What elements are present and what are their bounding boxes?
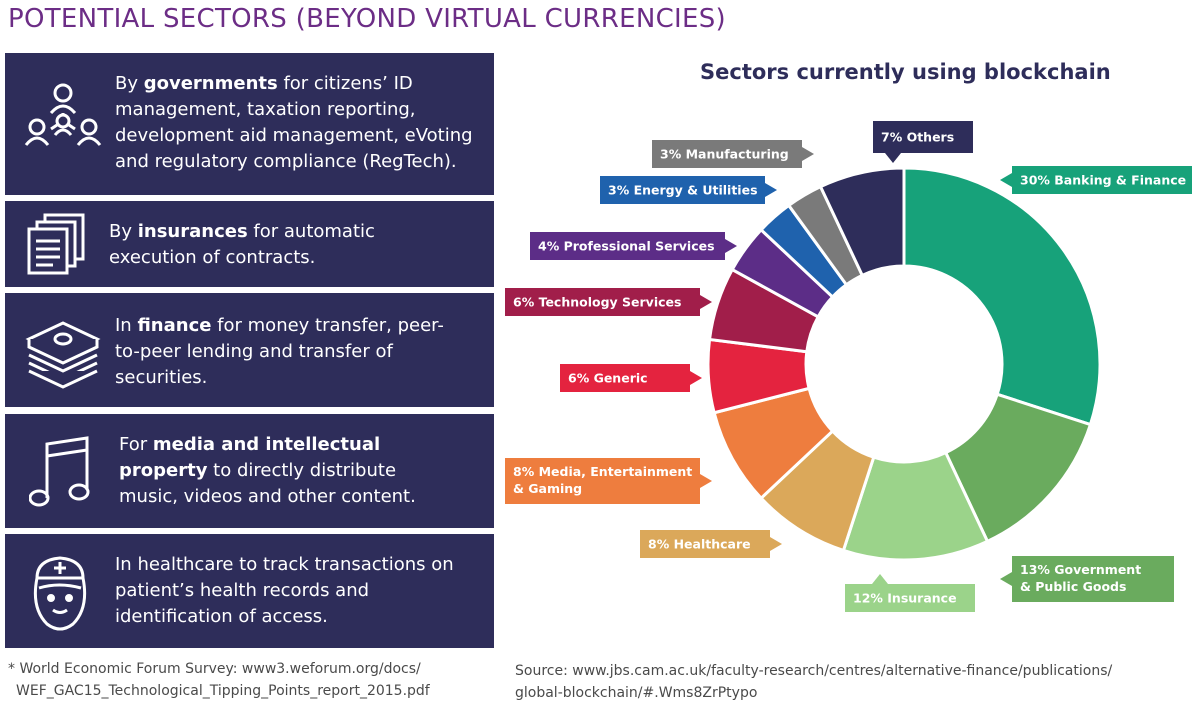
slice-label: 6% Technology Services: [505, 288, 712, 316]
chart-title: Sectors currently using blockchain: [700, 60, 1111, 84]
slice-label: 13% Government & Public Goods: [1000, 556, 1174, 602]
music-note-icon: [29, 436, 90, 507]
slice-label: 12% Insurance: [845, 574, 975, 612]
label-box: [873, 121, 973, 153]
slice-label: 3% Energy & Utilities: [600, 176, 777, 204]
page-title: POTENTIAL SECTORS (BEYOND VIRTUAL CURREN…: [8, 4, 726, 34]
panel-text: By insurances for automatic execution of…: [109, 221, 375, 268]
slice-label: 30% Banking & Finance: [1000, 166, 1192, 194]
panel-text: For media and intellectual property to d…: [119, 434, 416, 507]
panel-text: By governments for citizens’ ID manageme…: [115, 73, 473, 172]
source-line-2: global-blockchain/#.Wms8ZrPtypo: [515, 685, 758, 701]
label-box: [560, 364, 690, 392]
footnote-line-2: WEF_GAC15_Technological_Tipping_Points_r…: [16, 683, 430, 699]
label-box: [600, 176, 765, 204]
panel-finance: In finance for money transfer, peer-to-p…: [5, 293, 494, 407]
panel-insurances: By insurances for automatic execution of…: [5, 201, 494, 287]
slice-label-text: 13% Government & Public Goods: [1020, 562, 1141, 594]
label-box: [652, 140, 802, 168]
source-note: Source: www.jbs.cam.ac.uk/faculty-resear…: [515, 660, 1195, 704]
panel-governments: By governments for citizens’ ID manageme…: [5, 53, 494, 195]
panel-media: For media and intellectual property to d…: [5, 414, 494, 528]
money-stack-icon: [25, 321, 101, 389]
slice-label: 7% Others: [873, 121, 973, 163]
slice-label-text: 7% Others: [881, 130, 954, 145]
slice-label-text: 3% Manufacturing: [660, 147, 789, 162]
label-pointer: [770, 537, 782, 551]
footnote: * World Economic Forum Survey: www3.wefo…: [8, 658, 430, 702]
slice-label-text: 4% Professional Services: [538, 239, 715, 254]
label-pointer: [1000, 173, 1012, 187]
slice-label-text: 8% Media, Entertainment & Gaming: [513, 464, 692, 496]
label-pointer: [690, 371, 702, 385]
slice-label-text: 6% Generic: [568, 371, 648, 386]
donut-slice-banking-finance: [902, 166, 1102, 427]
donut-slice-others: [818, 166, 906, 278]
slice-label: 3% Manufacturing: [652, 140, 814, 168]
nurse-icon: [33, 556, 87, 631]
label-box: [1012, 166, 1192, 194]
source-line-1: Source: www.jbs.cam.ac.uk/faculty-resear…: [515, 663, 1113, 679]
label-box: [845, 584, 975, 612]
panel-healthcare: In healthcare to track transactions on p…: [5, 534, 494, 648]
slice-label-text: 6% Technology Services: [513, 295, 681, 310]
people-network-icon: [24, 83, 102, 146]
label-pointer: [1000, 572, 1012, 586]
label-pointer: [802, 147, 814, 161]
documents-stack-icon: [27, 213, 85, 275]
slice-label-text: 12% Insurance: [853, 591, 957, 606]
label-box: [505, 288, 700, 316]
label-pointer: [700, 295, 712, 309]
label-pointer: [700, 474, 712, 488]
footnote-line-1: * World Economic Forum Survey: www3.wefo…: [8, 661, 421, 677]
label-pointer: [872, 574, 888, 584]
slice-label-text: 3% Energy & Utilities: [608, 183, 758, 198]
label-box: [530, 232, 725, 260]
slice-label: 6% Generic: [560, 364, 702, 392]
panel-text: In finance for money transfer, peer-to-p…: [115, 315, 444, 388]
label-pointer: [885, 153, 901, 163]
slice-label: 8% Media, Entertainment & Gaming: [505, 458, 712, 504]
label-pointer: [765, 183, 777, 197]
label-box: [1012, 556, 1174, 602]
slice-label-text: 30% Banking & Finance: [1020, 173, 1186, 188]
slice-label: 4% Professional Services: [530, 232, 737, 260]
label-box: [505, 458, 700, 504]
panel-text: In healthcare to track transactions on p…: [115, 554, 454, 627]
slice-label-text: 8% Healthcare: [648, 537, 751, 552]
slice-label: 8% Healthcare: [640, 530, 782, 558]
label-box: [640, 530, 770, 558]
label-pointer: [725, 239, 737, 253]
